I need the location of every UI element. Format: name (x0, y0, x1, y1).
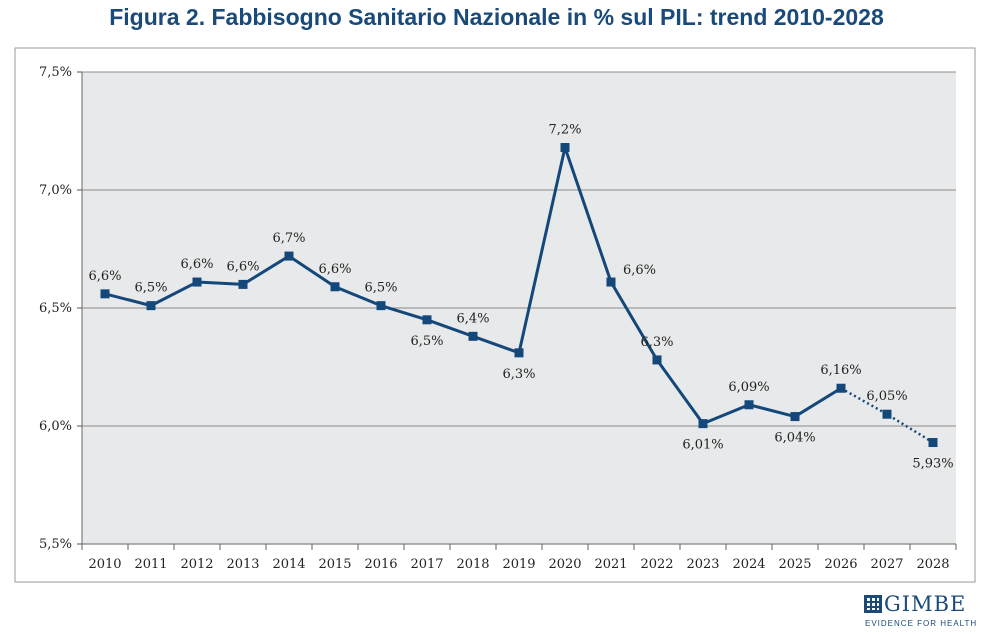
data-point (698, 419, 708, 429)
x-tick-label: 2010 (88, 557, 121, 572)
data-label: 6,6% (88, 269, 121, 284)
x-tick-label: 2019 (502, 557, 535, 572)
data-point (882, 409, 892, 419)
x-axis: 2010 2011 2012 2013 2014 2015 2016 2017 2018 2019… (81, 543, 957, 572)
data-point (560, 143, 570, 153)
chart-title: Figura 2. Fabbisogno Sanitario Nazionale… (109, 4, 884, 30)
x-tick-label: 2025 (778, 557, 811, 572)
data-point (468, 331, 478, 341)
data-point (192, 277, 202, 287)
y-tick-label: 7,0% (39, 183, 72, 198)
data-label: 6,3% (640, 335, 673, 350)
x-tick-label: 2012 (180, 557, 213, 572)
x-tick-label: 2022 (640, 557, 673, 572)
data-label: 6,05% (866, 389, 907, 404)
data-label: 6,16% (820, 363, 861, 378)
logo-mark-icon (864, 595, 882, 613)
data-points (100, 143, 938, 448)
data-point (606, 277, 616, 287)
data-point (790, 412, 800, 422)
logo-tagline: EVIDENCE FOR HEALTH (865, 619, 978, 628)
x-tick-label: 2026 (824, 557, 857, 572)
data-point (652, 355, 662, 365)
data-label: 6,5% (364, 281, 397, 296)
x-tick-label: 2021 (594, 557, 627, 572)
data-label: 6,5% (134, 281, 167, 296)
x-tick-label: 2013 (226, 557, 259, 572)
y-tick-label: 5,5% (39, 537, 72, 552)
y-tick-label: 6,0% (39, 419, 72, 434)
y-tick-label: 6,5% (39, 301, 72, 316)
data-point (744, 400, 754, 410)
data-point (514, 348, 524, 358)
data-label: 6,6% (180, 257, 213, 272)
x-tick-label: 2028 (916, 557, 949, 572)
y-tick-label: 7,5% (39, 65, 72, 80)
data-point (422, 315, 432, 325)
data-label: 6,4% (456, 311, 489, 326)
data-label: 6,04% (774, 431, 815, 446)
data-point (376, 301, 386, 311)
data-label: 6,6% (623, 263, 656, 278)
data-label: 6,6% (318, 262, 351, 277)
data-point (836, 383, 846, 393)
y-axis: 5,5% 6,0% 6,5% 7,0% 7,5% (39, 65, 83, 552)
data-point (100, 289, 110, 299)
x-tick-label: 2014 (272, 557, 305, 572)
data-label: 6,01% (682, 438, 723, 453)
data-label: 7,2% (548, 123, 581, 138)
data-labels: 6,6% 6,5% 6,6% 6,6% 6,7% 6,6% 6,5% 6,5% 6,4% 6,3%… (88, 123, 953, 472)
x-tick-label: 2018 (456, 557, 489, 572)
data-label: 6,3% (502, 367, 535, 382)
x-tick-label: 2020 (548, 557, 581, 572)
data-label: 6,09% (728, 380, 769, 395)
x-tick-label: 2015 (318, 557, 351, 572)
data-label: 5,93% (912, 457, 953, 472)
data-point (330, 282, 340, 292)
x-tick-label: 2024 (732, 557, 765, 572)
x-tick-label: 2011 (134, 557, 167, 572)
data-point (238, 279, 248, 289)
data-point (928, 438, 938, 448)
x-tick-label: 2023 (686, 557, 719, 572)
data-point (146, 301, 156, 311)
data-label: 6,6% (226, 259, 259, 274)
x-tick-label: 2027 (870, 557, 903, 572)
logo-word: GIMBE (884, 592, 967, 616)
x-tick-label: 2017 (410, 557, 443, 572)
x-tick-label: 2016 (364, 557, 397, 572)
data-point (284, 251, 294, 261)
data-label: 6,7% (272, 231, 305, 246)
data-label: 6,5% (410, 334, 443, 349)
